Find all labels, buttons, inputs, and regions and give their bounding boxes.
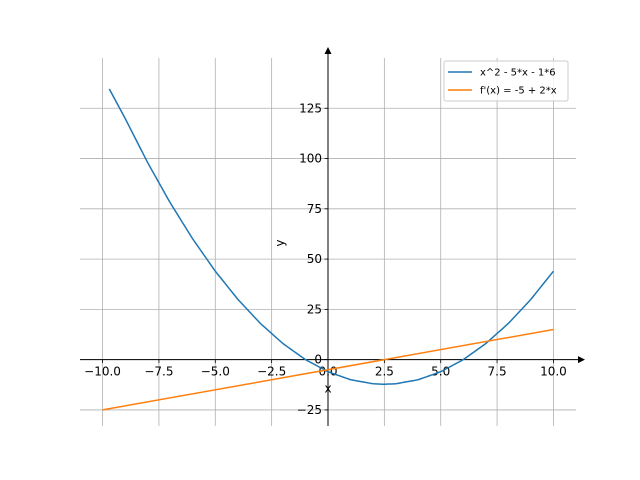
ticks: −10.0 −7.5 −5.0 −2.5 0.0 2.5 5.0 7.5 10.0−250255… bbox=[84, 101, 567, 417]
y-tick-label: 100 bbox=[299, 152, 322, 166]
series bbox=[102, 88, 555, 411]
x-axis-label: x bbox=[324, 382, 331, 396]
y-tick-label: 50 bbox=[307, 252, 322, 266]
series-line-0 bbox=[108, 88, 555, 386]
x-tick-label: −2.5 bbox=[257, 365, 286, 379]
x-tick-label: 7.5 bbox=[488, 365, 507, 379]
axes bbox=[80, 47, 585, 426]
y-axis-label: y bbox=[273, 239, 287, 246]
x-tick-label: 2.5 bbox=[375, 365, 394, 379]
x-tick-label: 10.0 bbox=[540, 365, 567, 379]
y-tick-label: 25 bbox=[307, 302, 322, 316]
legend-label-0: x^2 - 5*x - 1*6 bbox=[480, 68, 556, 79]
legend-box bbox=[443, 60, 569, 102]
y-tick-label: −25 bbox=[297, 403, 322, 417]
y-tick-label: 75 bbox=[307, 202, 322, 216]
legend-label-1: f'(x) = -5 + 2*x bbox=[480, 86, 557, 97]
y-tick-label: 0 bbox=[314, 353, 322, 367]
y-axis-arrow-icon bbox=[324, 47, 332, 54]
x-axis-arrow-icon bbox=[578, 356, 585, 364]
y-tick-label: 125 bbox=[299, 101, 322, 115]
x-tick-label: −5.0 bbox=[201, 365, 230, 379]
legend: x^2 - 5*x - 1*6 f'(x) = -5 + 2*x bbox=[443, 60, 569, 102]
x-tick-label: −7.5 bbox=[144, 365, 173, 379]
series-line-1 bbox=[102, 328, 554, 411]
x-tick-label: −10.0 bbox=[84, 365, 121, 379]
